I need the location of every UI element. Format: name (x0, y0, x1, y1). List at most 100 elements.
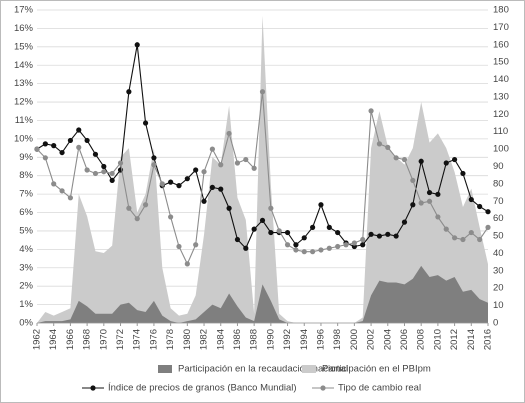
x-tick-label: 1968 (82, 329, 93, 350)
point (176, 183, 182, 189)
point (259, 217, 266, 224)
point (410, 202, 416, 208)
x-tick-label: 1966 (65, 329, 76, 350)
y-tick-label: 1% (19, 299, 33, 310)
point (176, 243, 182, 250)
point (335, 229, 341, 236)
point (385, 144, 391, 150)
point (385, 231, 391, 237)
area (37, 15, 488, 323)
point (268, 205, 274, 211)
point (117, 160, 124, 166)
point (468, 196, 474, 203)
legend-marker (90, 385, 96, 391)
point (368, 231, 374, 237)
point (59, 188, 65, 194)
x-tick-label: 1994 (299, 329, 310, 350)
point (251, 165, 257, 171)
legend-label: Tipo de cambio real (338, 383, 421, 394)
point (76, 144, 82, 150)
point (376, 141, 383, 147)
x-tick-label: 1972 (115, 329, 126, 350)
point (276, 228, 282, 234)
point (293, 242, 299, 248)
y-tick-label: 0% (19, 318, 33, 329)
y2-tick-label: 160 (493, 39, 509, 50)
point (209, 184, 215, 190)
y2-tick-label: 60 (493, 213, 504, 224)
point (301, 249, 307, 255)
point (401, 219, 408, 225)
y-tick-label: 10% (14, 133, 34, 144)
y2-tick-label: 110 (493, 126, 508, 137)
point (184, 176, 190, 182)
y-tick-label: 12% (14, 97, 34, 108)
point (251, 226, 257, 232)
area (37, 265, 488, 323)
x-tick-label: 2004 (382, 329, 393, 350)
point (226, 205, 232, 211)
x-tick-label: 1976 (148, 329, 159, 350)
y-tick-label: 17% (14, 5, 34, 16)
point (218, 162, 224, 168)
point (101, 169, 107, 175)
point (259, 89, 266, 95)
point (193, 167, 199, 173)
point (243, 245, 249, 251)
y-tick-label: 13% (14, 78, 34, 89)
x-tick-label: 1978 (165, 329, 176, 350)
point (201, 169, 207, 175)
point (477, 236, 483, 243)
point (59, 149, 65, 156)
x-tick-label: 1986 (232, 329, 243, 350)
point (92, 170, 99, 177)
point (310, 224, 316, 230)
point (209, 146, 215, 152)
point (184, 261, 190, 267)
point (310, 249, 316, 255)
x-tick-label: 1998 (332, 329, 343, 350)
point (134, 216, 140, 222)
point (51, 181, 57, 187)
point (109, 177, 115, 184)
y2-tick-label: 40 (493, 248, 504, 259)
x-tick-label: 1992 (282, 329, 293, 350)
y-tick-label: 7% (19, 189, 33, 200)
legend-label: Índice de precios de granos (Banco Mundi… (108, 383, 297, 394)
point (301, 235, 307, 241)
point (142, 202, 149, 208)
point (126, 205, 132, 211)
point (126, 89, 132, 95)
x-tick-label: 1970 (98, 329, 109, 350)
legend-marker (320, 385, 326, 391)
point (234, 160, 241, 166)
x-tick-label: 2002 (366, 329, 377, 350)
point (485, 224, 491, 230)
point (451, 156, 458, 163)
x-tick-label: 1996 (315, 329, 326, 350)
point (485, 209, 491, 215)
x-tick-label: 2016 (483, 329, 494, 350)
x-tick-label: 2014 (466, 329, 477, 350)
point (51, 143, 57, 149)
point (435, 214, 441, 220)
y-tick-label: 9% (19, 152, 33, 163)
point (218, 186, 224, 192)
point (451, 235, 458, 241)
point (34, 146, 40, 152)
y2-tick-label: 90 (493, 161, 504, 172)
legend-swatch (302, 365, 316, 373)
point (477, 203, 483, 210)
x-tick-label: 2008 (416, 329, 427, 350)
point (318, 202, 324, 208)
point (335, 243, 341, 250)
point (435, 191, 441, 197)
point (84, 137, 90, 144)
y2-tick-label: 0 (493, 318, 498, 329)
y2-tick-label: 30 (493, 265, 504, 276)
y2-tick-label: 70 (493, 196, 504, 207)
y2-tick-label: 10 (493, 300, 504, 311)
point (226, 130, 232, 137)
point (201, 198, 207, 204)
point (284, 229, 291, 236)
